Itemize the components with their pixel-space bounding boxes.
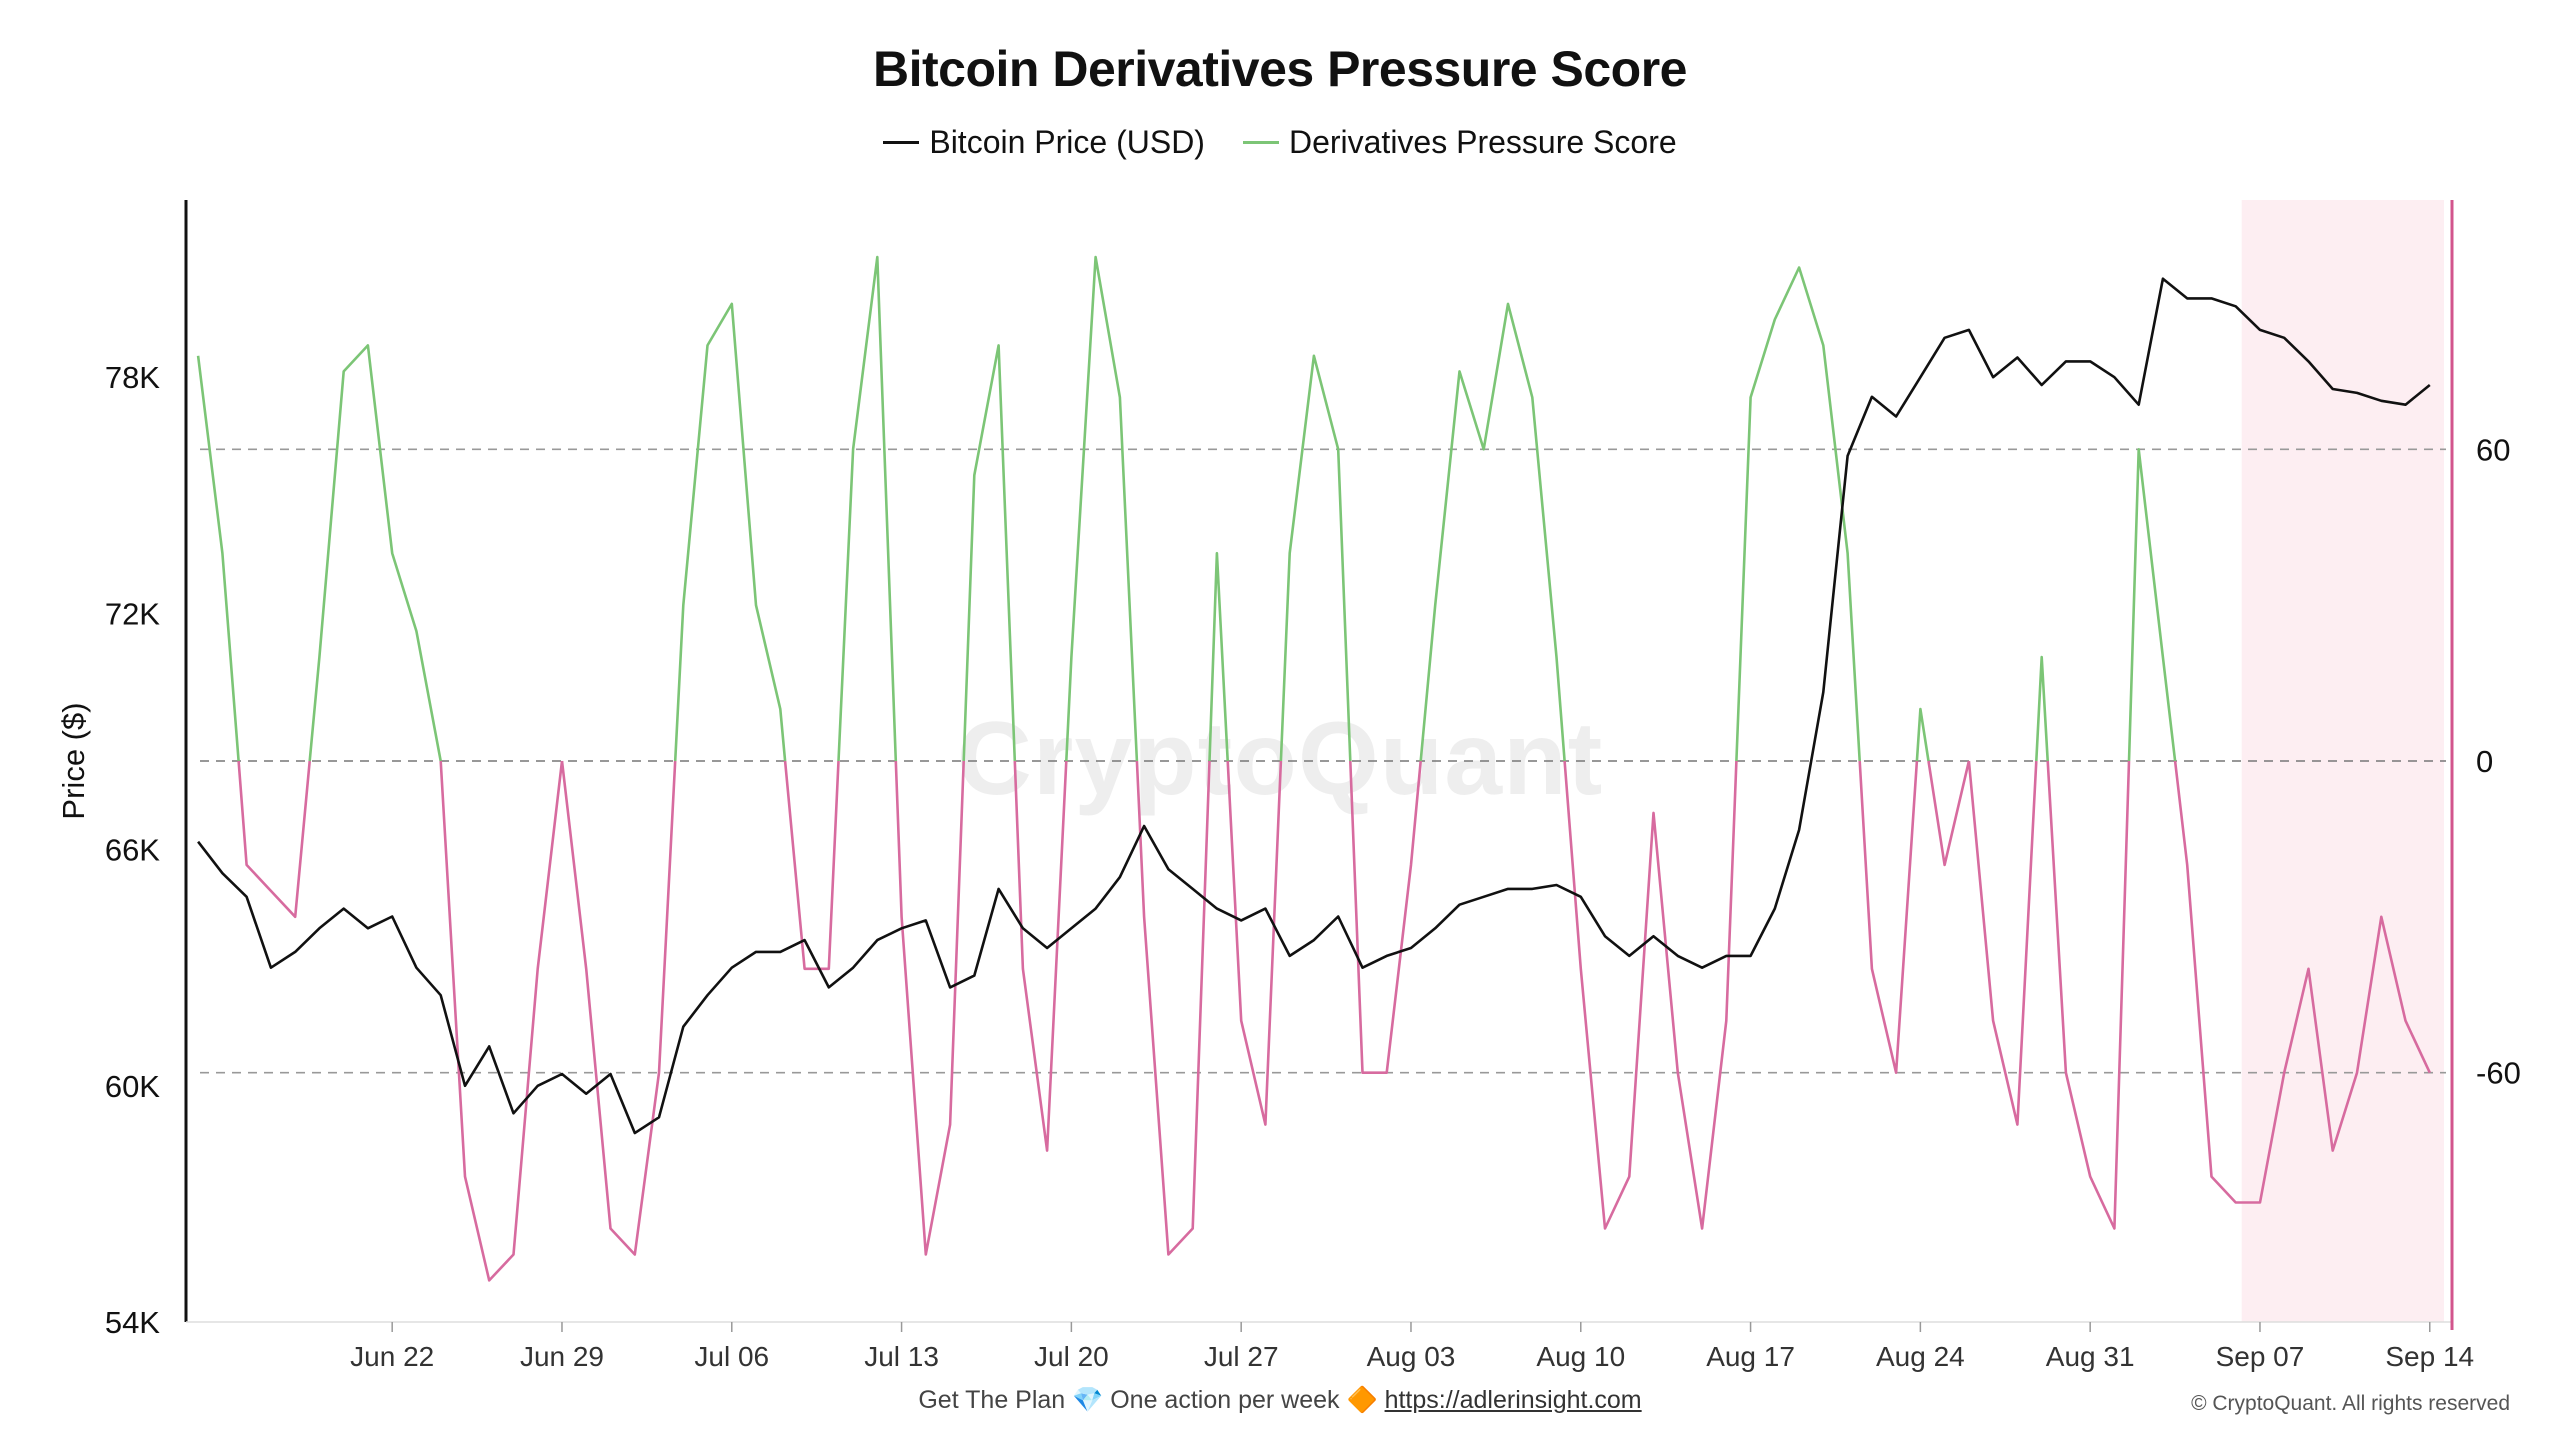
- series-score-positive-segment-28: [2127, 448, 2177, 762]
- series-score-negative-segment-29: [2173, 760, 2431, 1204]
- x-tick-label-12: Sep 14: [2385, 1341, 2474, 1372]
- y-right-tick-label-1: 0: [2476, 744, 2493, 779]
- x-tick-label-5: Jul 27: [1204, 1341, 1279, 1372]
- y-left-tick-label-3: 72K: [105, 596, 160, 631]
- series-score-positive-segment-12: [1065, 255, 1139, 762]
- legend-label-score: Derivatives Pressure Score: [1288, 124, 1677, 160]
- series-score-positive-segment-20: [1735, 266, 1861, 762]
- x-tick-label-4: Jul 20: [1034, 1341, 1109, 1372]
- x-tick-label-9: Aug 24: [1876, 1341, 1965, 1372]
- series-score-positive-segment-26: [2035, 655, 2049, 762]
- y-left-tick-label-1: 60K: [105, 1069, 160, 1104]
- y-right-tick-label-0: 60: [2476, 432, 2510, 467]
- footer: Get The Plan 💎 One action per week 🔶 htt…: [0, 1386, 2560, 1415]
- legend: Bitcoin Price (USD) Derivatives Pressure…: [0, 124, 2560, 161]
- footer-link[interactable]: https://adlerinsight.com: [1384, 1386, 1642, 1414]
- legend-label-price: Bitcoin Price (USD): [929, 124, 1205, 160]
- x-tick-label-0: Jun 22: [350, 1341, 434, 1372]
- legend-swatch-price: [883, 141, 920, 144]
- y-left-tick-label-4: 78K: [105, 360, 160, 395]
- legend-item-score[interactable]: Derivatives Pressure Score: [1242, 124, 1677, 161]
- series-score-positive-segment-10: [962, 344, 1017, 762]
- x-tick-label-10: Aug 31: [2046, 1341, 2135, 1372]
- series-score-positive-segment-0: [196, 355, 240, 762]
- series-score-positive-segment-16: [1279, 354, 1352, 762]
- y-right-tick-label-2: -60: [2476, 1056, 2521, 1091]
- chart-title: Bitcoin Derivatives Pressure Score: [873, 41, 1687, 97]
- series-score-positive-segment-14: [1208, 551, 1229, 762]
- legend-swatch-score: [1242, 141, 1279, 144]
- series-score-negative-segment-25: [1967, 760, 2038, 1126]
- series-score-positive-segment-8: [837, 255, 898, 762]
- series-score-negative-segment-27: [2046, 760, 2131, 1230]
- series-score-negative-segment-5: [560, 760, 677, 1256]
- x-tick-label-2: Jul 06: [694, 1341, 769, 1372]
- y-left-tick-label-2: 66K: [105, 833, 160, 868]
- series-score-negative-segment-7: [783, 760, 840, 971]
- x-tick-label-7: Aug 10: [1536, 1341, 1625, 1372]
- series-score-negative-segment-17: [1349, 760, 1422, 1074]
- x-tick-label-11: Sep 07: [2216, 1341, 2305, 1372]
- series-score-positive-segment-6: [673, 302, 787, 762]
- series-score-positive-segment-18: [1419, 302, 1566, 762]
- series-score-negative-segment-13: [1135, 760, 1211, 1256]
- series-score-positive-segment-2: [308, 344, 442, 762]
- series-score-negative-segment-9: [894, 760, 965, 1256]
- x-tick-label-8: Aug 17: [1706, 1341, 1795, 1372]
- series-bitcoin-price-line: [197, 277, 2431, 1135]
- series-score-positive-segment-22: [1915, 707, 1930, 762]
- x-tick-label-3: Jul 13: [864, 1341, 939, 1372]
- series-score-negative-segment-3: [439, 760, 564, 1282]
- x-tick-label-1: Jun 29: [520, 1341, 604, 1372]
- series-score-negative-segment-1: [237, 760, 311, 919]
- footer-text: Get The Plan 💎 One action per week 🔶: [918, 1386, 1378, 1414]
- y-left-tick-label-0: 54K: [105, 1305, 160, 1340]
- copyright: © CryptoQuant. All rights reserved: [2191, 1392, 2510, 1415]
- series-score-negative-segment-15: [1226, 760, 1283, 1126]
- y-axis-label: Price ($): [56, 702, 91, 819]
- legend-item-price[interactable]: Bitcoin Price (USD): [883, 124, 1205, 161]
- series-score-negative-segment-11: [1013, 760, 1068, 1152]
- series-score-negative-segment-21: [1858, 760, 1919, 1074]
- series-score-negative-segment-19: [1563, 760, 1738, 1230]
- series-score-negative-segment-23: [1927, 760, 1971, 867]
- x-tick-label-6: Aug 03: [1367, 1341, 1456, 1372]
